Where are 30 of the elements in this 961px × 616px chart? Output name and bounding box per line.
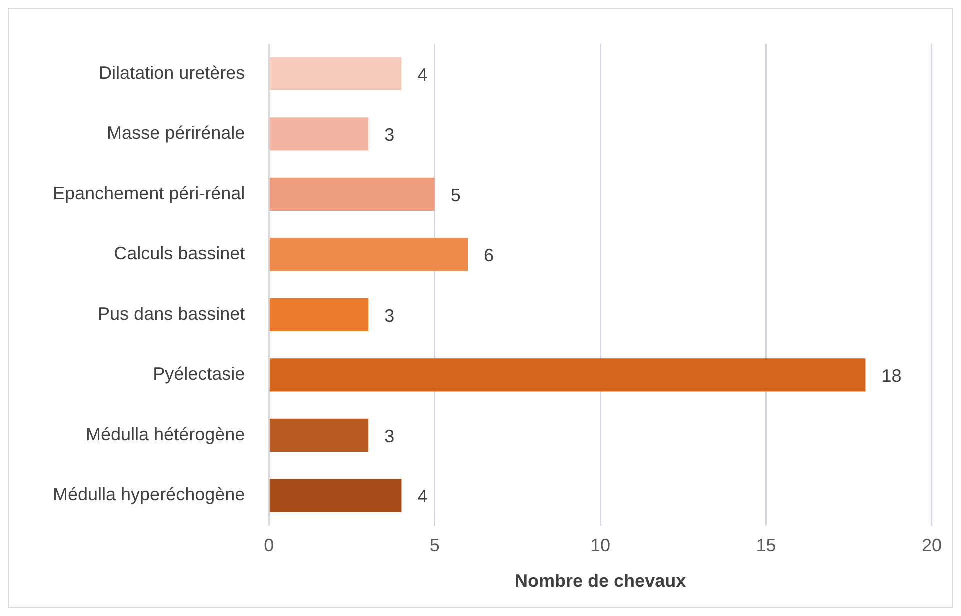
bar <box>270 479 402 512</box>
data-label: 3 <box>384 125 395 146</box>
y-tick-label: Médulla hétérogène <box>86 424 246 444</box>
data-label: 4 <box>418 486 428 507</box>
x-tick-label: 15 <box>756 536 776 556</box>
y-tick-label: Epanchement péri-rénal <box>53 183 246 204</box>
bar <box>270 118 369 151</box>
x-tick-label: 20 <box>922 536 942 556</box>
bar <box>270 57 402 90</box>
bar <box>270 238 468 272</box>
data-label: 6 <box>484 246 494 266</box>
bar <box>270 178 435 211</box>
bar <box>270 358 866 392</box>
x-tick-label: 10 <box>590 536 611 556</box>
x-tick-label: 0 <box>264 536 274 556</box>
data-label: 3 <box>384 426 395 446</box>
y-tick-label: Masse périrénale <box>107 123 246 144</box>
y-tick-label: Calculs bassinet <box>114 244 246 264</box>
y-tick-label: Pus dans bassinet <box>98 304 246 324</box>
y-tick-label: Dilatation uretères <box>99 62 246 83</box>
bar <box>270 298 369 332</box>
x-axis-title: Nombre de chevaux <box>515 571 686 592</box>
bar <box>270 418 369 452</box>
x-tick-label: 5 <box>430 536 440 556</box>
y-tick-label: Pyélectasie <box>153 364 246 384</box>
y-tick-label: Médulla hyperéchogène <box>52 484 246 505</box>
data-label: 18 <box>882 366 902 386</box>
data-label: 4 <box>418 64 428 85</box>
data-label: 5 <box>450 185 461 206</box>
data-label: 3 <box>384 306 395 326</box>
